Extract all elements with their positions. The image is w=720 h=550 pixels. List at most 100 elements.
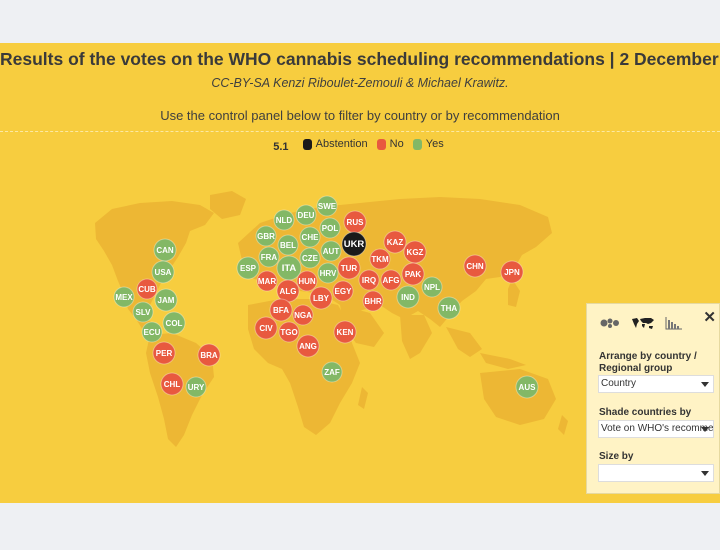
country-bubble-circle xyxy=(255,225,277,247)
country-bubble-hun[interactable]: HUN xyxy=(296,270,318,292)
country-bubble-circle xyxy=(292,304,314,326)
country-bubble-circle xyxy=(396,285,420,309)
country-bubble-circle xyxy=(316,195,338,217)
country-bubble-aut[interactable]: AUT xyxy=(320,240,342,262)
country-bubble-aus[interactable]: AUS xyxy=(515,375,539,399)
chevron-down-icon xyxy=(701,382,709,387)
bubble-cluster-icon[interactable] xyxy=(599,316,621,335)
country-bubble-egy[interactable]: EGY xyxy=(332,280,354,302)
country-bubble-circle xyxy=(320,240,342,262)
country-code-label: AFG xyxy=(383,276,400,285)
size-by-select[interactable] xyxy=(598,464,714,482)
country-bubble-usa[interactable]: USA xyxy=(151,260,175,284)
country-bubble-tgo[interactable]: TGO xyxy=(278,321,300,343)
country-bubble-kaz[interactable]: KAZ xyxy=(383,230,407,254)
country-bubble-chl[interactable]: CHL xyxy=(160,372,184,396)
country-bubble-rus[interactable]: RUS xyxy=(343,210,367,234)
close-icon[interactable]: ✕ xyxy=(703,309,716,326)
country-code-label: URY xyxy=(188,383,205,392)
landmass-arabia xyxy=(340,305,384,347)
country-bubble-circle xyxy=(358,269,380,291)
country-code-label: NLD xyxy=(276,216,293,225)
country-bubble-pak[interactable]: PAK xyxy=(401,262,425,286)
world-map-icon[interactable] xyxy=(631,316,655,335)
country-bubble-ita[interactable]: ITA xyxy=(276,255,302,281)
country-bubble-gbr[interactable]: GBR xyxy=(255,225,277,247)
country-bubble-ken[interactable]: KEN xyxy=(333,320,357,344)
country-bubble-bfa[interactable]: BFA xyxy=(269,298,293,322)
country-bubble-pol[interactable]: POL xyxy=(319,217,341,239)
country-bubble-npl[interactable]: NPL xyxy=(421,276,443,298)
country-code-label: CHN xyxy=(466,262,484,271)
legend-item-yes[interactable]: Yes xyxy=(412,138,444,150)
shade-by-select[interactable]: Vote on WHO's recommendation xyxy=(598,420,714,438)
country-bubble-tha[interactable]: THA xyxy=(437,296,461,320)
legend-item-no[interactable]: No xyxy=(376,138,404,150)
country-bubble-irq[interactable]: IRQ xyxy=(358,269,380,291)
country-bubble-zaf[interactable]: ZAF xyxy=(321,361,343,383)
landmass-greenland xyxy=(210,191,246,219)
country-bubble-bhr[interactable]: BHR xyxy=(362,290,384,312)
country-bubble-deu[interactable]: DEU xyxy=(295,204,317,226)
country-bubble-ang[interactable]: ANG xyxy=(296,334,320,358)
country-bubble-can[interactable]: CAN xyxy=(153,238,177,262)
bar-chart-icon[interactable] xyxy=(665,316,683,335)
country-code-label: CIV xyxy=(259,324,273,333)
country-bubble-afg[interactable]: AFG xyxy=(380,269,402,291)
arrange-by-select[interactable]: Country xyxy=(598,375,714,393)
country-bubble-circle xyxy=(269,298,293,322)
country-code-label: ZAF xyxy=(324,368,340,377)
country-bubble-circle xyxy=(141,321,163,343)
country-bubble-circle xyxy=(258,246,280,268)
country-bubble-bra[interactable]: BRA xyxy=(197,343,221,367)
country-bubble-mar[interactable]: MAR xyxy=(256,270,278,292)
country-bubble-tur[interactable]: TUR xyxy=(337,256,361,280)
country-bubble-lby[interactable]: LBY xyxy=(309,286,333,310)
country-bubble-circle xyxy=(337,256,361,280)
landmass-australia xyxy=(480,369,556,425)
country-bubble-tkm[interactable]: TKM xyxy=(369,248,391,270)
country-code-label: TUR xyxy=(341,264,358,273)
country-bubble-fra[interactable]: FRA xyxy=(258,246,280,268)
country-bubble-ury[interactable]: URY xyxy=(185,376,207,398)
country-bubble-mex[interactable]: MEX xyxy=(113,286,135,308)
country-bubble-nga[interactable]: NGA xyxy=(292,304,314,326)
country-bubble-kgz[interactable]: KGZ xyxy=(403,240,427,264)
country-bubble-chn[interactable]: CHN xyxy=(463,254,487,278)
legend-swatch-yes xyxy=(412,138,422,150)
country-bubble-ukr[interactable]: UKR xyxy=(341,231,367,257)
country-bubble-jam[interactable]: JAM xyxy=(154,288,178,312)
country-bubble-circle xyxy=(295,204,317,226)
country-bubble-circle xyxy=(152,341,176,365)
country-code-label: USA xyxy=(155,268,172,277)
chart-title: Results of the votes on the WHO cannabis… xyxy=(0,49,720,69)
country-bubble-cub[interactable]: CUB xyxy=(136,278,158,300)
country-bubble-ind[interactable]: IND xyxy=(396,285,420,309)
country-bubble-ecu[interactable]: ECU xyxy=(141,321,163,343)
shade-by-label: Shade countries by xyxy=(599,407,692,418)
country-bubble-slv[interactable]: SLV xyxy=(132,301,154,323)
country-bubble-per[interactable]: PER xyxy=(152,341,176,365)
country-bubble-circle xyxy=(185,376,207,398)
country-bubble-circle xyxy=(383,230,407,254)
country-code-label: COL xyxy=(166,319,183,328)
country-bubble-cze[interactable]: CZE xyxy=(299,247,321,269)
arrange-by-label: Arrange by country / Regional group xyxy=(599,351,697,374)
country-bubble-che[interactable]: CHE xyxy=(299,226,321,248)
country-bubble-col[interactable]: COL xyxy=(162,311,186,335)
country-code-label: SWE xyxy=(318,202,337,211)
country-code-label: KEN xyxy=(337,328,354,337)
chevron-down-icon xyxy=(701,427,709,432)
legend-item-abstention[interactable]: Abstention xyxy=(302,138,368,150)
country-code-label: ALG xyxy=(280,287,297,296)
country-bubble-swe[interactable]: SWE xyxy=(316,195,338,217)
country-bubble-bel[interactable]: BEL xyxy=(277,234,299,256)
country-bubble-circle xyxy=(500,260,524,284)
country-bubble-civ[interactable]: CIV xyxy=(254,316,278,340)
country-bubble-jpn[interactable]: JPN xyxy=(500,260,524,284)
country-bubble-hrv[interactable]: HRV xyxy=(317,262,339,284)
country-bubble-esp[interactable]: ESP xyxy=(236,256,260,280)
landmass-india xyxy=(400,315,432,359)
country-bubble-nld[interactable]: NLD xyxy=(273,209,295,231)
country-bubble-circle xyxy=(515,375,539,399)
